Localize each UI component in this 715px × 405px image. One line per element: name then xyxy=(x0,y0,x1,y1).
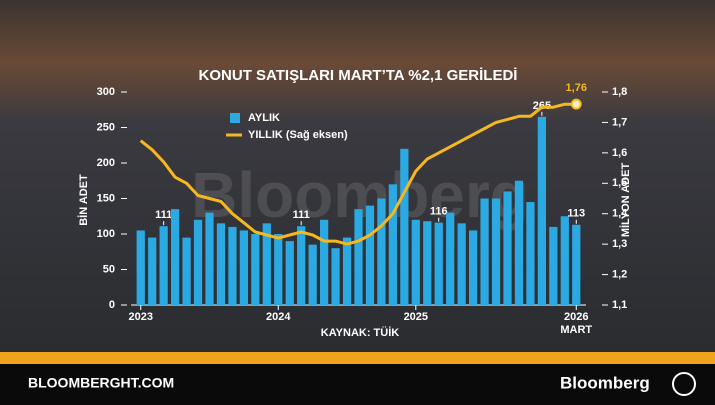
bar xyxy=(331,248,340,305)
brand-logo xyxy=(672,372,696,396)
bar xyxy=(148,237,157,305)
bar xyxy=(491,198,501,305)
bar xyxy=(205,212,214,305)
bar-label: 111 xyxy=(155,209,172,221)
chart-title: KONUT SATIŞLARI MART’TA %2,1 GERİLEDİ xyxy=(199,67,518,84)
bar-label: 116 xyxy=(430,206,448,218)
bar xyxy=(262,223,271,305)
y2-tick-label: 1,8 xyxy=(612,86,627,98)
bar xyxy=(526,202,535,305)
bar xyxy=(228,226,237,305)
bar xyxy=(216,223,226,305)
bar xyxy=(285,241,294,305)
y-tick-label: 100 xyxy=(97,228,115,240)
x-tick-label: 2025 xyxy=(404,311,428,323)
bar xyxy=(136,230,145,305)
x-tick-label: 2024 xyxy=(266,311,291,323)
x-tick-note: MART xyxy=(560,324,592,336)
x-tick-label: 2023 xyxy=(128,311,152,323)
bar xyxy=(423,221,432,305)
footer-site: BLOOMBERGHT.COM xyxy=(28,375,174,391)
y-tick-label: 50 xyxy=(103,263,115,275)
footer-brand: Bloomberg xyxy=(560,373,650,392)
bar xyxy=(308,244,317,305)
legend-swatch xyxy=(230,113,240,123)
y2-tick-label: 1,6 xyxy=(612,147,627,159)
bar xyxy=(468,230,478,305)
y-tick-label: 250 xyxy=(97,121,115,133)
y2-tick-label: 1,1 xyxy=(612,299,627,311)
bar xyxy=(388,184,398,305)
legend-label: YILLIK (Sağ eksen) xyxy=(248,129,348,141)
bar xyxy=(446,212,455,305)
y2-tick-label: 1,5 xyxy=(612,177,627,189)
legend-label: AYLIK xyxy=(248,112,280,124)
y2-tick-label: 1,7 xyxy=(612,116,627,128)
y-tick-label: 300 xyxy=(97,86,115,98)
bar-label: 111 xyxy=(293,209,310,221)
y-tick-label: 0 xyxy=(109,299,115,311)
bar xyxy=(537,116,547,305)
bar xyxy=(193,219,203,305)
bar xyxy=(182,237,191,305)
bar xyxy=(560,216,569,305)
bar xyxy=(239,230,249,305)
y2-axis-label: MİLYON ADET xyxy=(619,163,632,238)
y-tick-label: 200 xyxy=(97,157,115,169)
bar xyxy=(170,209,180,305)
bar xyxy=(549,226,558,305)
y2-tick-label: 1,3 xyxy=(612,238,627,250)
bar xyxy=(572,224,581,305)
y2-tick-label: 1,2 xyxy=(612,268,627,280)
bar xyxy=(297,226,306,305)
line xyxy=(139,102,577,246)
bar xyxy=(411,219,420,305)
bar-label: 113 xyxy=(567,208,585,220)
y2-tick-label: 1,4 xyxy=(612,208,628,220)
accent-strip xyxy=(0,352,715,364)
bar xyxy=(400,148,409,305)
bar xyxy=(434,222,443,305)
bar xyxy=(377,198,386,305)
bar xyxy=(480,198,489,305)
bar xyxy=(514,180,524,305)
source: KAYNAK: TÜİK xyxy=(321,326,399,339)
x-tick-label: 2026 xyxy=(564,311,588,323)
y-tick-label: 150 xyxy=(97,192,115,204)
bar xyxy=(457,223,466,305)
bar xyxy=(251,234,260,305)
bar xyxy=(354,209,363,305)
bar xyxy=(159,226,168,305)
bar xyxy=(342,237,352,305)
bar xyxy=(503,191,512,305)
bar xyxy=(365,205,375,305)
line-end-dot xyxy=(570,98,582,110)
bar xyxy=(274,234,283,305)
bar xyxy=(319,219,329,305)
line-label: 1,76 xyxy=(566,82,587,94)
y-axis-label: BİN ADET xyxy=(77,174,90,226)
footer-bar xyxy=(0,364,715,405)
